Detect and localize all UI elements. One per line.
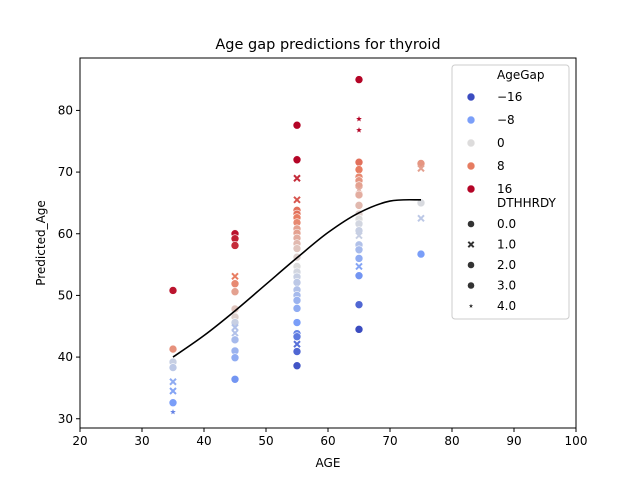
legend-hue-label: 8 bbox=[497, 159, 505, 173]
y-axis-label: Predicted_Age bbox=[34, 200, 48, 286]
data-point bbox=[230, 335, 240, 345]
data-point bbox=[231, 272, 239, 281]
data-point bbox=[416, 249, 426, 259]
data-point bbox=[355, 231, 363, 240]
legend-style-label: 4.0 bbox=[497, 299, 516, 313]
legend-style-label: 2.0 bbox=[497, 258, 516, 272]
data-point bbox=[354, 325, 364, 334]
data-point bbox=[293, 174, 301, 182]
x-tick-label: 20 bbox=[72, 434, 87, 448]
legend-style-marker bbox=[467, 241, 475, 248]
x-tick-label: 100 bbox=[565, 434, 588, 448]
data-point bbox=[354, 271, 364, 280]
legend-style-label: 0.0 bbox=[497, 217, 516, 231]
data-point bbox=[292, 278, 302, 287]
legend-style-label: 3.0 bbox=[497, 279, 516, 293]
legend-hue-marker bbox=[466, 92, 476, 102]
data-point bbox=[169, 387, 177, 395]
data-point bbox=[354, 190, 364, 200]
y-tick-label: 70 bbox=[58, 165, 73, 179]
data-point bbox=[354, 165, 364, 174]
data-point bbox=[292, 361, 302, 371]
trend-line bbox=[172, 198, 422, 358]
data-point bbox=[292, 296, 302, 305]
data-point bbox=[354, 157, 364, 167]
data-point bbox=[354, 254, 364, 263]
legend-hue-label: −16 bbox=[497, 90, 522, 104]
x-axis-ticks: 20 30 40 50 60 70 80 90 100 bbox=[72, 428, 587, 448]
data-point bbox=[168, 398, 178, 408]
legend: AgeGap DTHHRDY −16 −8 0 8 16 0.0 1.0 2.0 3.0 4.0 bbox=[451, 64, 570, 320]
y-tick-label: 40 bbox=[58, 350, 73, 364]
legend-style-marker bbox=[467, 220, 475, 228]
data-point bbox=[354, 245, 364, 255]
x-axis-label: AGE bbox=[316, 456, 341, 470]
data-point bbox=[293, 340, 301, 348]
data-point bbox=[356, 127, 362, 133]
data-point bbox=[292, 155, 302, 165]
data-point bbox=[354, 300, 364, 309]
x-tick-label: 40 bbox=[196, 434, 211, 448]
legend-hue-marker bbox=[466, 184, 476, 194]
legend-hue-title: AgeGap bbox=[497, 68, 544, 82]
legend-hue-marker bbox=[466, 161, 476, 171]
data-point bbox=[417, 214, 425, 223]
legend-style-title: DTHHRDY bbox=[497, 196, 557, 210]
legend-hue-label: 16 bbox=[497, 182, 512, 196]
data-point bbox=[230, 241, 240, 250]
data-point bbox=[417, 164, 425, 173]
data-point bbox=[292, 120, 302, 130]
data-point bbox=[230, 287, 240, 297]
data-point bbox=[293, 196, 301, 204]
legend-hue-marker bbox=[466, 115, 476, 125]
data-point bbox=[292, 318, 302, 327]
data-point bbox=[416, 198, 426, 208]
x-tick-label: 90 bbox=[506, 434, 521, 448]
data-point bbox=[292, 304, 302, 313]
data-point bbox=[230, 374, 240, 384]
x-tick-label: 50 bbox=[258, 434, 273, 448]
x-tick-label: 70 bbox=[382, 434, 397, 448]
x-tick-label: 60 bbox=[320, 434, 335, 448]
legend-box bbox=[451, 64, 570, 320]
data-point bbox=[168, 344, 178, 354]
data-point bbox=[354, 201, 364, 210]
data-point bbox=[354, 75, 364, 84]
data-point bbox=[292, 332, 302, 342]
x-tick-label: 80 bbox=[444, 434, 459, 448]
data-point bbox=[355, 262, 363, 271]
legend-style-marker bbox=[467, 261, 475, 269]
legend-style-label: 1.0 bbox=[497, 238, 516, 252]
y-tick-label: 50 bbox=[58, 288, 73, 302]
data-point bbox=[231, 329, 239, 337]
data-point bbox=[231, 323, 239, 332]
data-point bbox=[230, 353, 240, 363]
data-point bbox=[292, 244, 302, 253]
x-tick-label: 30 bbox=[134, 434, 149, 448]
data-point bbox=[170, 408, 176, 415]
data-point bbox=[168, 286, 178, 295]
data-points bbox=[168, 75, 426, 415]
data-point bbox=[356, 116, 362, 122]
legend-hue-label: 0 bbox=[497, 136, 505, 150]
legend-style-marker bbox=[467, 281, 475, 290]
y-tick-label: 30 bbox=[58, 412, 73, 426]
data-point bbox=[169, 378, 177, 386]
legend-hue-label: −8 bbox=[497, 113, 515, 127]
legend-hue-marker bbox=[466, 138, 476, 148]
y-tick-label: 60 bbox=[58, 227, 73, 241]
legend-style-marker bbox=[468, 303, 474, 308]
y-tick-label: 80 bbox=[58, 103, 73, 117]
data-point bbox=[230, 279, 240, 289]
data-point bbox=[168, 363, 178, 372]
data-point bbox=[292, 347, 302, 356]
chart-title: Age gap predictions for thyroid bbox=[215, 37, 440, 53]
y-axis-ticks: 30 40 50 60 70 80 bbox=[58, 103, 80, 426]
